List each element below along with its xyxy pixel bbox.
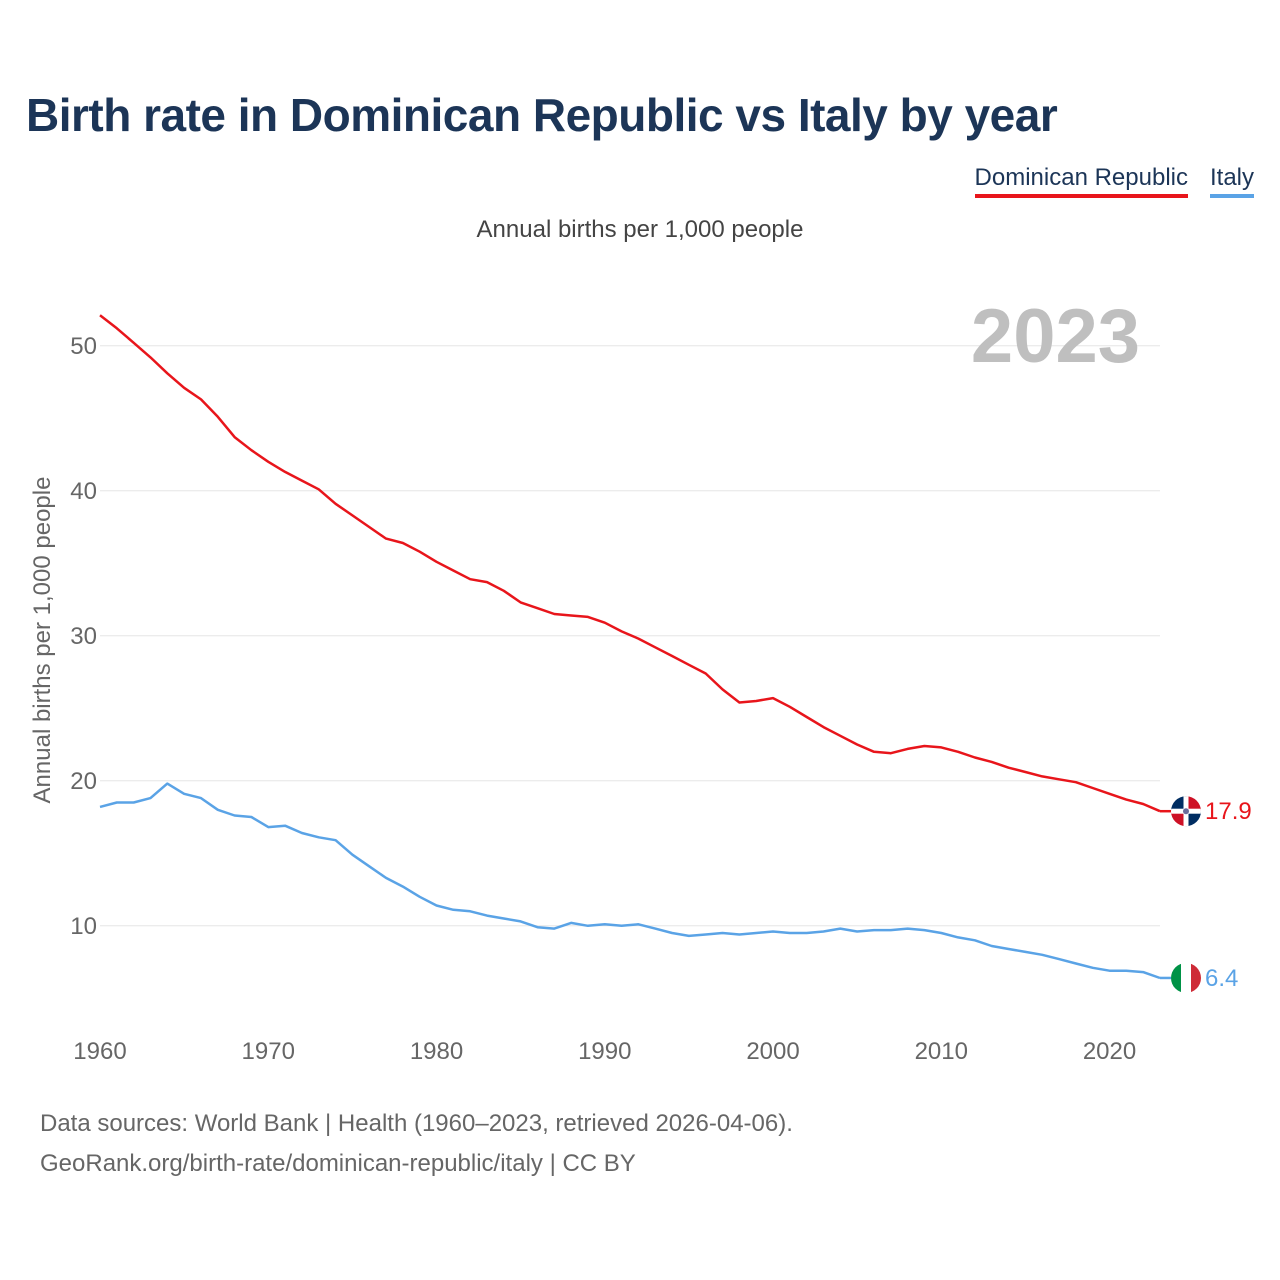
legend-item-dominican-republic[interactable]: Dominican Republic	[974, 164, 1188, 198]
series-line-italy	[99, 782, 1161, 980]
x-tick-labels: 1960 1970 1980 1990 2000 2010 2020	[73, 1038, 1136, 1065]
chart-title: Birth rate in Dominican Republic vs Ital…	[26, 89, 1058, 141]
italy-flag-icon	[1160, 962, 1201, 993]
source-url: GeoRank.org/birth-rate/dominican-republi…	[40, 1150, 636, 1177]
end-label-italy: 6.4	[1205, 965, 1238, 992]
series-end-markers: 17.9 6.4	[1160, 796, 1252, 993]
legend: Dominican Republic Italy	[974, 164, 1254, 198]
year-watermark: 2023	[971, 294, 1140, 379]
series-lines	[99, 314, 1161, 980]
y-tick-50: 50	[70, 333, 97, 360]
x-tick-2010: 2010	[915, 1038, 968, 1065]
y-tick-40: 40	[70, 478, 97, 505]
x-tick-2020: 2020	[1083, 1038, 1136, 1065]
x-tick-1980: 1980	[410, 1038, 463, 1065]
x-tick-1990: 1990	[578, 1038, 631, 1065]
source-line: Data sources: World Bank | Health (1960–…	[40, 1110, 793, 1137]
x-tick-1960: 1960	[73, 1038, 126, 1065]
legend-item-italy[interactable]: Italy	[1209, 164, 1254, 198]
chart-subtitle: Annual births per 1,000 people	[476, 216, 804, 243]
y-tick-20: 20	[70, 768, 97, 795]
x-tick-1970: 1970	[242, 1038, 295, 1065]
source-note: Data sources: World Bank | Health (1960–…	[40, 1104, 793, 1184]
end-label-dominican-republic: 17.9	[1205, 798, 1252, 825]
series-line-dominican-republic	[99, 314, 1161, 813]
y-axis-label: Annual births per 1,000 people	[29, 477, 56, 804]
x-tick-2000: 2000	[746, 1038, 799, 1065]
dominican-republic-flag-icon	[1160, 796, 1201, 827]
y-tick-labels: 10 20 30 40 50	[70, 333, 97, 940]
y-tick-30: 30	[70, 623, 97, 650]
y-tick-10: 10	[70, 913, 97, 940]
